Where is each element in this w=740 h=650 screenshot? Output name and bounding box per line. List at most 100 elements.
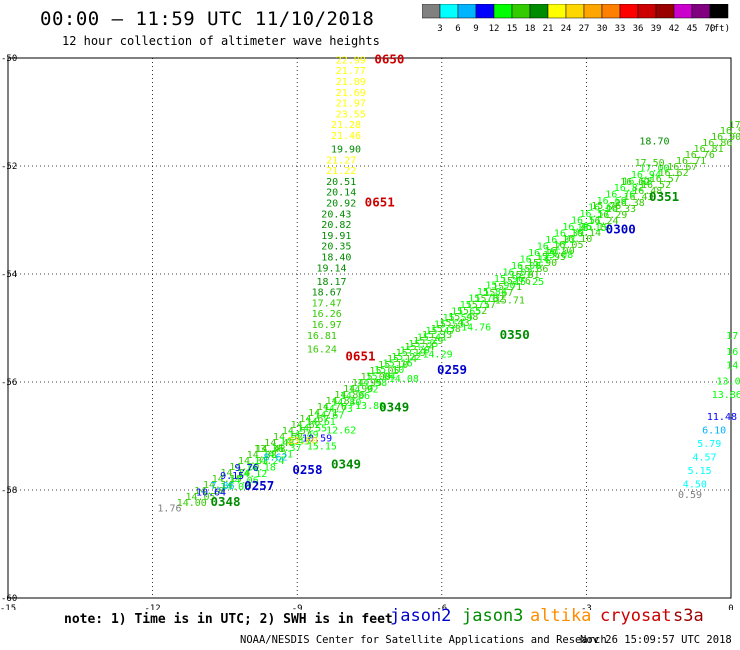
- swh-point: 23.55: [336, 109, 366, 120]
- swh-point: 21.77: [336, 66, 366, 77]
- track-point: 16.81: [694, 144, 724, 155]
- swh-point: 21.69: [336, 88, 366, 99]
- swh-point: 11.48: [707, 412, 737, 423]
- swh-point: 19.90: [331, 145, 361, 156]
- track-point: 17.00: [729, 120, 740, 131]
- swh-point: 9.15: [220, 471, 244, 482]
- colorbar-label: 70: [705, 24, 716, 34]
- swh-point: 21.89: [336, 77, 366, 88]
- track-point: 16.71: [676, 156, 706, 167]
- track-point: 14.95: [352, 378, 382, 389]
- track-point: 16.43: [623, 192, 653, 203]
- chart-title: 00:00 – 11:59 UTC 11/10/2018: [40, 8, 375, 30]
- x-tick-label: 0: [728, 604, 733, 610]
- track-point: 15.52: [457, 306, 487, 317]
- swh-point: 12.62: [326, 425, 356, 436]
- swh-point: 20.92: [326, 199, 356, 210]
- track-point: 14.52: [273, 432, 303, 443]
- wave-height-plot: -15 -12 -9 -6 -3 0-50-52-54-56-58-6014.0014.0…: [0, 51, 740, 610]
- time-label: 0650: [374, 51, 404, 66]
- y-tick-label: -60: [1, 594, 17, 604]
- swh-point: 23.60: [288, 436, 318, 447]
- swh-point: 18.17: [316, 277, 346, 288]
- track-point: 17.00: [639, 163, 669, 174]
- colorbar-label: 30: [597, 24, 608, 34]
- swh-point: 10.64: [196, 487, 226, 498]
- track-point: 14.37: [271, 443, 301, 454]
- track-point: 16.63: [588, 202, 618, 213]
- note-text: note: 1) Time is in UTC; 2) SWH is in fe…: [64, 612, 393, 627]
- swh-point: 14.: [726, 361, 740, 372]
- colorbar-label: 24: [561, 24, 572, 34]
- track-point: 15.95: [536, 252, 566, 263]
- track-point: 14.86: [340, 391, 370, 402]
- track-point: 15.59: [443, 313, 473, 324]
- track-point: 16.19: [580, 222, 610, 233]
- track-point: 15.67: [483, 288, 513, 299]
- track-point: 15.10: [374, 365, 404, 376]
- legend-jason3: jason3: [462, 606, 524, 626]
- track-point: 14.43: [280, 436, 310, 447]
- track-point: 16.45: [562, 222, 592, 233]
- track-point: 16.05: [553, 240, 583, 251]
- track-point: 16.69: [597, 196, 627, 207]
- colorbar-swatch: [709, 4, 729, 19]
- track-point: 14.14: [203, 480, 233, 491]
- track-point: 14.24: [221, 468, 251, 479]
- x-tick-label: -12: [144, 604, 160, 610]
- track-point: 16.86: [702, 138, 732, 149]
- track-point: 14.33: [238, 456, 268, 467]
- time-label: 0257: [244, 478, 274, 493]
- track-point: 14.67: [314, 410, 344, 421]
- swh-point: 17.50: [635, 158, 665, 169]
- track-point: 14.43: [256, 444, 286, 455]
- swh-point: 14.76: [461, 323, 491, 334]
- track-point: 16.39: [554, 228, 584, 239]
- swh-point: 15.71: [495, 296, 525, 307]
- track-point: 15.22: [391, 352, 421, 363]
- swh-point: 20.35: [321, 242, 351, 253]
- track-point: 16.76: [605, 189, 635, 200]
- y-tick-label: -54: [1, 270, 17, 280]
- track-point: 15.14: [387, 354, 417, 365]
- swh-point: 15.15: [577, 223, 607, 234]
- track-point: 15.71: [492, 282, 522, 293]
- swh-point: 16.81: [307, 331, 337, 342]
- track-point: 14.81: [326, 396, 356, 407]
- track-point: 16.90: [711, 132, 740, 143]
- colorbar: 3 6 9 12 15 18 21 24 27 30 33 36 39 42 45 70(ft): [422, 4, 730, 34]
- time-label: 0651: [345, 348, 375, 363]
- track-point: 15.10: [378, 360, 408, 371]
- swh-point: 17.47: [312, 298, 342, 309]
- track-point: 14.80: [331, 397, 361, 408]
- swh-point: 22.99: [336, 55, 366, 66]
- track-point: 15.90: [485, 280, 515, 291]
- swh-point: 20.82: [321, 220, 351, 231]
- swh-point: 5.79: [697, 439, 721, 450]
- track-point: 16.57: [580, 209, 610, 220]
- swh-point: 20.43: [321, 209, 351, 220]
- x-tick-label: -9: [292, 604, 303, 610]
- track-point: 15.48: [448, 312, 478, 323]
- track-point: 16.14: [520, 254, 550, 265]
- track-point: 15.29: [400, 345, 430, 356]
- colorbar-label: 6: [455, 24, 460, 34]
- swh-point: 8.62: [263, 452, 287, 463]
- y-tick-label: -58: [1, 486, 17, 496]
- track-point: 16.52: [641, 180, 671, 191]
- track-point: 16.14: [571, 228, 601, 239]
- track-point: 15.05: [369, 366, 399, 377]
- track-point: 14.05: [185, 492, 215, 503]
- track-point: 16.88: [622, 176, 652, 187]
- track-point: 14.18: [246, 462, 276, 473]
- track-point: 16.51: [571, 215, 601, 226]
- track-point: 15.04: [366, 371, 396, 382]
- colorbar-label: 21: [543, 24, 554, 34]
- track-point: 16.27: [537, 241, 567, 252]
- time-label: 0349: [331, 456, 361, 471]
- time-label: 0259: [437, 362, 467, 377]
- swh-point: 21.97: [336, 99, 366, 110]
- swh-point: 14.29: [423, 350, 453, 361]
- track-point: 16.10: [562, 234, 592, 245]
- track-point: 16.08: [511, 261, 541, 272]
